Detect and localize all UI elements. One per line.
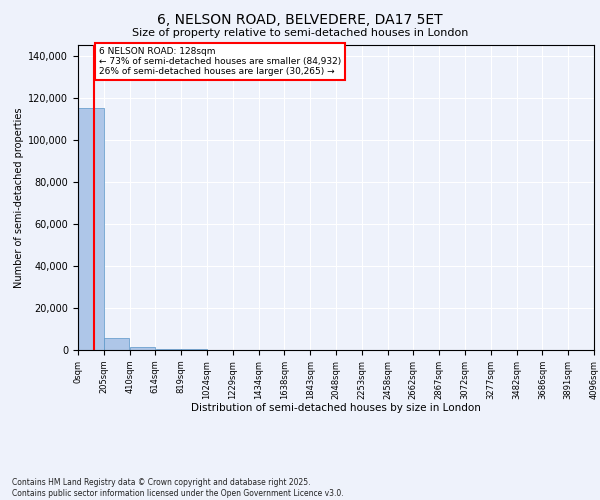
Bar: [104, 338, 130, 350]
Text: Size of property relative to semi-detached houses in London: Size of property relative to semi-detach…: [132, 28, 468, 38]
Text: Contains HM Land Registry data © Crown copyright and database right 2025.
Contai: Contains HM Land Registry data © Crown c…: [12, 478, 344, 498]
Bar: [155, 349, 181, 350]
Bar: [130, 348, 155, 350]
Text: 6, NELSON ROAD, BELVEDERE, DA17 5ET: 6, NELSON ROAD, BELVEDERE, DA17 5ET: [157, 12, 443, 26]
Text: 6 NELSON ROAD: 128sqm
← 73% of semi-detached houses are smaller (84,932)
26% of : 6 NELSON ROAD: 128sqm ← 73% of semi-deta…: [98, 46, 341, 76]
X-axis label: Distribution of semi-detached houses by size in London: Distribution of semi-detached houses by …: [191, 404, 481, 413]
Y-axis label: Number of semi-detached properties: Number of semi-detached properties: [14, 108, 24, 288]
Bar: [78, 108, 104, 350]
